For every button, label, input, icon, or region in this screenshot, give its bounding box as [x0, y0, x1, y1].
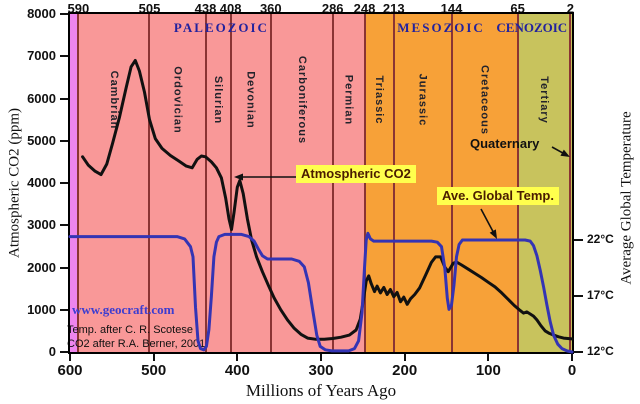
period-label-triassic: Triassic — [373, 75, 386, 125]
left-axis-tick-label: 7000 — [27, 48, 56, 64]
left-axis-tick-label: 1000 — [27, 301, 56, 317]
top-tick-label: 248 — [353, 1, 376, 16]
period-label-tertiary: Tertiary — [537, 76, 550, 124]
bottom-axis-tick-label: 200 — [392, 362, 418, 379]
period-label-jurassic: Jurassic — [416, 73, 429, 127]
co2-source-credit: CO2 after R.A. Berner, 2001 — [67, 338, 206, 350]
period-boundary-line — [569, 14, 572, 352]
period-boundary-line — [450, 14, 453, 352]
co2-series-label: Atmospheric CO2 — [296, 165, 416, 183]
era-band — [70, 14, 79, 352]
bottom-axis-tick-label: 300 — [308, 362, 334, 379]
bottom-axis-tick — [320, 353, 322, 361]
bottom-axis-tick — [487, 353, 490, 361]
bottom-axis-tick — [236, 353, 239, 361]
bottom-axis-tick — [571, 353, 573, 361]
right-axis-tick — [573, 295, 583, 297]
period-boundary-line — [269, 14, 272, 352]
right-axis-tick — [573, 239, 583, 241]
era-label-mesozoic: MESOZOIC — [397, 20, 485, 35]
left-axis-tick — [60, 266, 70, 269]
left-axis-tick — [60, 97, 70, 100]
temp-series-label: Ave. Global Temp. — [437, 187, 559, 205]
bottom-axis-tick — [403, 353, 406, 361]
period-label-cambrian: Cambrian — [107, 70, 120, 130]
right-axis-tick-label: 17°C — [587, 288, 614, 302]
top-tick-label: 438 — [194, 1, 217, 16]
era-band-cenozoic — [517, 14, 572, 352]
left-axis-tick-label: 5000 — [27, 132, 56, 148]
period-boundary-line — [516, 14, 519, 352]
left-axis-tick-label: 2000 — [27, 259, 56, 275]
bottom-axis-tick-label: 600 — [57, 362, 83, 379]
period-label-cretaceous: Cretaceous — [478, 65, 491, 135]
top-tick-label: 213 — [382, 1, 405, 16]
period-label-ordovician: Ordovician — [171, 66, 184, 134]
x-axis-title: Millions of Years Ago — [245, 381, 397, 400]
left-axis-tick — [60, 224, 70, 227]
left-axis-tick-label: 4000 — [27, 175, 56, 190]
bottom-axis-tick — [69, 353, 71, 361]
period-label-devonian: Devonian — [244, 71, 257, 129]
right-axis-tick-label: 22°C — [587, 232, 614, 246]
geocraft-credit: www.geocraft.com — [72, 302, 175, 317]
left-axis-tick — [60, 351, 70, 353]
temp-source-credit: Temp. after C. R. Scotese — [67, 324, 193, 336]
bottom-axis-tick-label: 0 — [567, 362, 577, 379]
left-axis-tick-label: 0 — [48, 344, 56, 359]
top-tick-label: 286 — [321, 1, 344, 16]
bottom-axis-tick-label: 100 — [475, 362, 501, 379]
left-axis-tick — [60, 182, 70, 184]
period-boundary-line — [204, 14, 207, 352]
bottom-axis-tick-label: 500 — [141, 362, 167, 379]
top-tick-label: 65 — [510, 1, 525, 16]
right-axis-tick-label: 12°C — [587, 344, 614, 358]
era-label-cenozoic: CENOZOIC — [496, 20, 568, 35]
period-boundary-line — [77, 14, 80, 352]
period-boundary-line — [229, 14, 232, 352]
right-axis-tick — [573, 351, 583, 353]
top-tick-label: 408 — [219, 1, 242, 16]
left-axis-tick — [60, 13, 70, 15]
top-tick-label: 505 — [138, 1, 161, 16]
period-boundary-line — [363, 14, 366, 352]
left-axis-tick — [60, 139, 70, 142]
top-tick-label: 2 — [566, 1, 574, 16]
left-axis-tick-label: 8000 — [27, 6, 56, 21]
period-boundary-line — [331, 14, 334, 352]
left-axis-tick — [60, 55, 70, 58]
right-axis-title: Average Global Temperature — [618, 111, 635, 285]
period-label-carboniferous: Carboniferous — [295, 55, 308, 145]
top-tick-label: 144 — [440, 1, 463, 16]
period-label-silurian: Silurian — [212, 75, 225, 125]
era-band-mesozoic — [364, 14, 518, 352]
period-label-quaternary: Quaternary — [470, 136, 540, 151]
era-label-paleozoic: PALEOZOIC — [173, 20, 269, 35]
left-axis-tick — [60, 308, 70, 311]
bottom-axis-tick — [152, 353, 155, 361]
top-tick-label: 360 — [259, 1, 282, 16]
period-label-permian: Permian — [342, 74, 355, 126]
left-axis-tick-label: 6000 — [27, 90, 56, 106]
period-boundary-line — [392, 14, 395, 352]
left-axis-tick-label: 3000 — [27, 217, 56, 233]
bottom-axis-tick-label: 400 — [224, 362, 250, 379]
top-tick-label: 590 — [67, 1, 90, 16]
